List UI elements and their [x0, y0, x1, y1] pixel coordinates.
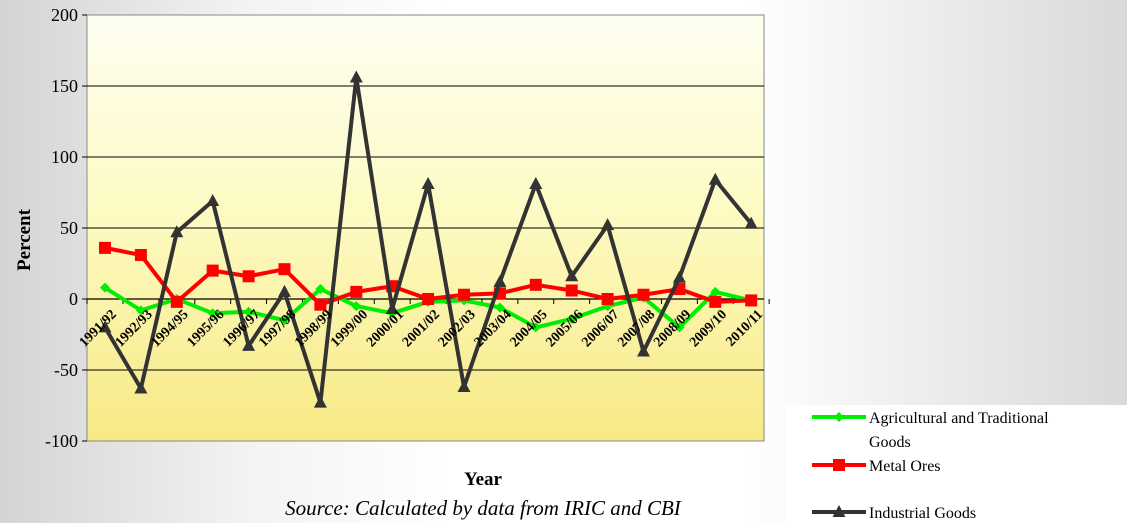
data-point	[315, 284, 326, 295]
legend-marker	[834, 412, 844, 422]
data-point	[745, 294, 758, 307]
source-note: Source: Calculated by data from IRIC and…	[285, 496, 682, 520]
data-point	[457, 380, 471, 393]
data-point	[422, 293, 435, 305]
data-point	[206, 194, 220, 207]
data-point	[279, 315, 290, 326]
legend-label: Agricultural and Traditional Goods	[869, 410, 1049, 451]
data-point	[98, 320, 112, 333]
data-point	[637, 288, 650, 301]
legend-label: Industrial Goods	[869, 505, 976, 522]
data-point	[134, 381, 148, 394]
data-point	[744, 216, 758, 229]
data-point	[170, 225, 184, 238]
data-point	[351, 301, 362, 312]
data-point	[672, 270, 686, 283]
data-point	[313, 395, 327, 408]
x-axis-title: Year	[464, 469, 503, 490]
data-point	[493, 274, 507, 287]
data-point	[601, 293, 614, 305]
data-point	[529, 176, 543, 189]
legend-marker	[832, 505, 846, 517]
data-point	[601, 218, 615, 231]
y-axis-ticks: 200 150 100 50 0 -50 -100	[45, 5, 87, 451]
grid-lines	[87, 85, 764, 371]
data-point	[349, 70, 363, 83]
data-point	[708, 172, 722, 185]
series-lines	[98, 70, 758, 408]
y-tick-label: -100	[45, 431, 78, 451]
y-tick-label: -50	[54, 360, 78, 380]
y-axis-title: Percent	[14, 208, 35, 271]
data-point	[242, 338, 256, 351]
legend: Agricultural and Traditional Goods Metal O…	[786, 405, 1127, 523]
data-point	[278, 263, 291, 276]
data-point	[207, 308, 218, 319]
data-point	[314, 298, 327, 311]
y-tick-label: 100	[51, 147, 78, 167]
data-point	[710, 286, 721, 297]
data-point	[350, 285, 363, 298]
y-tick-label: 150	[51, 76, 78, 96]
data-point	[385, 301, 399, 314]
data-point	[565, 284, 578, 297]
data-point	[170, 295, 183, 308]
series-group	[98, 70, 758, 408]
legend-marker	[833, 459, 845, 471]
y-tick-label: 0	[69, 289, 78, 309]
data-point	[674, 322, 685, 333]
data-point	[134, 248, 147, 261]
data-point	[709, 295, 722, 308]
data-point	[99, 241, 111, 254]
legend-label: Metal Ores	[869, 458, 941, 475]
data-point	[242, 270, 255, 283]
data-point	[135, 305, 146, 316]
data-point	[458, 288, 470, 301]
y-tick-label: 200	[51, 5, 78, 25]
data-point	[278, 284, 291, 297]
data-point	[529, 278, 542, 291]
data-point	[243, 306, 254, 317]
data-point	[566, 313, 577, 324]
data-point	[206, 264, 219, 277]
data-point	[565, 269, 579, 282]
data-point	[421, 176, 435, 189]
y-tick-label: 50	[60, 218, 78, 238]
data-point	[637, 344, 650, 357]
data-point	[100, 282, 110, 293]
data-point	[530, 322, 541, 333]
data-point	[494, 302, 505, 313]
